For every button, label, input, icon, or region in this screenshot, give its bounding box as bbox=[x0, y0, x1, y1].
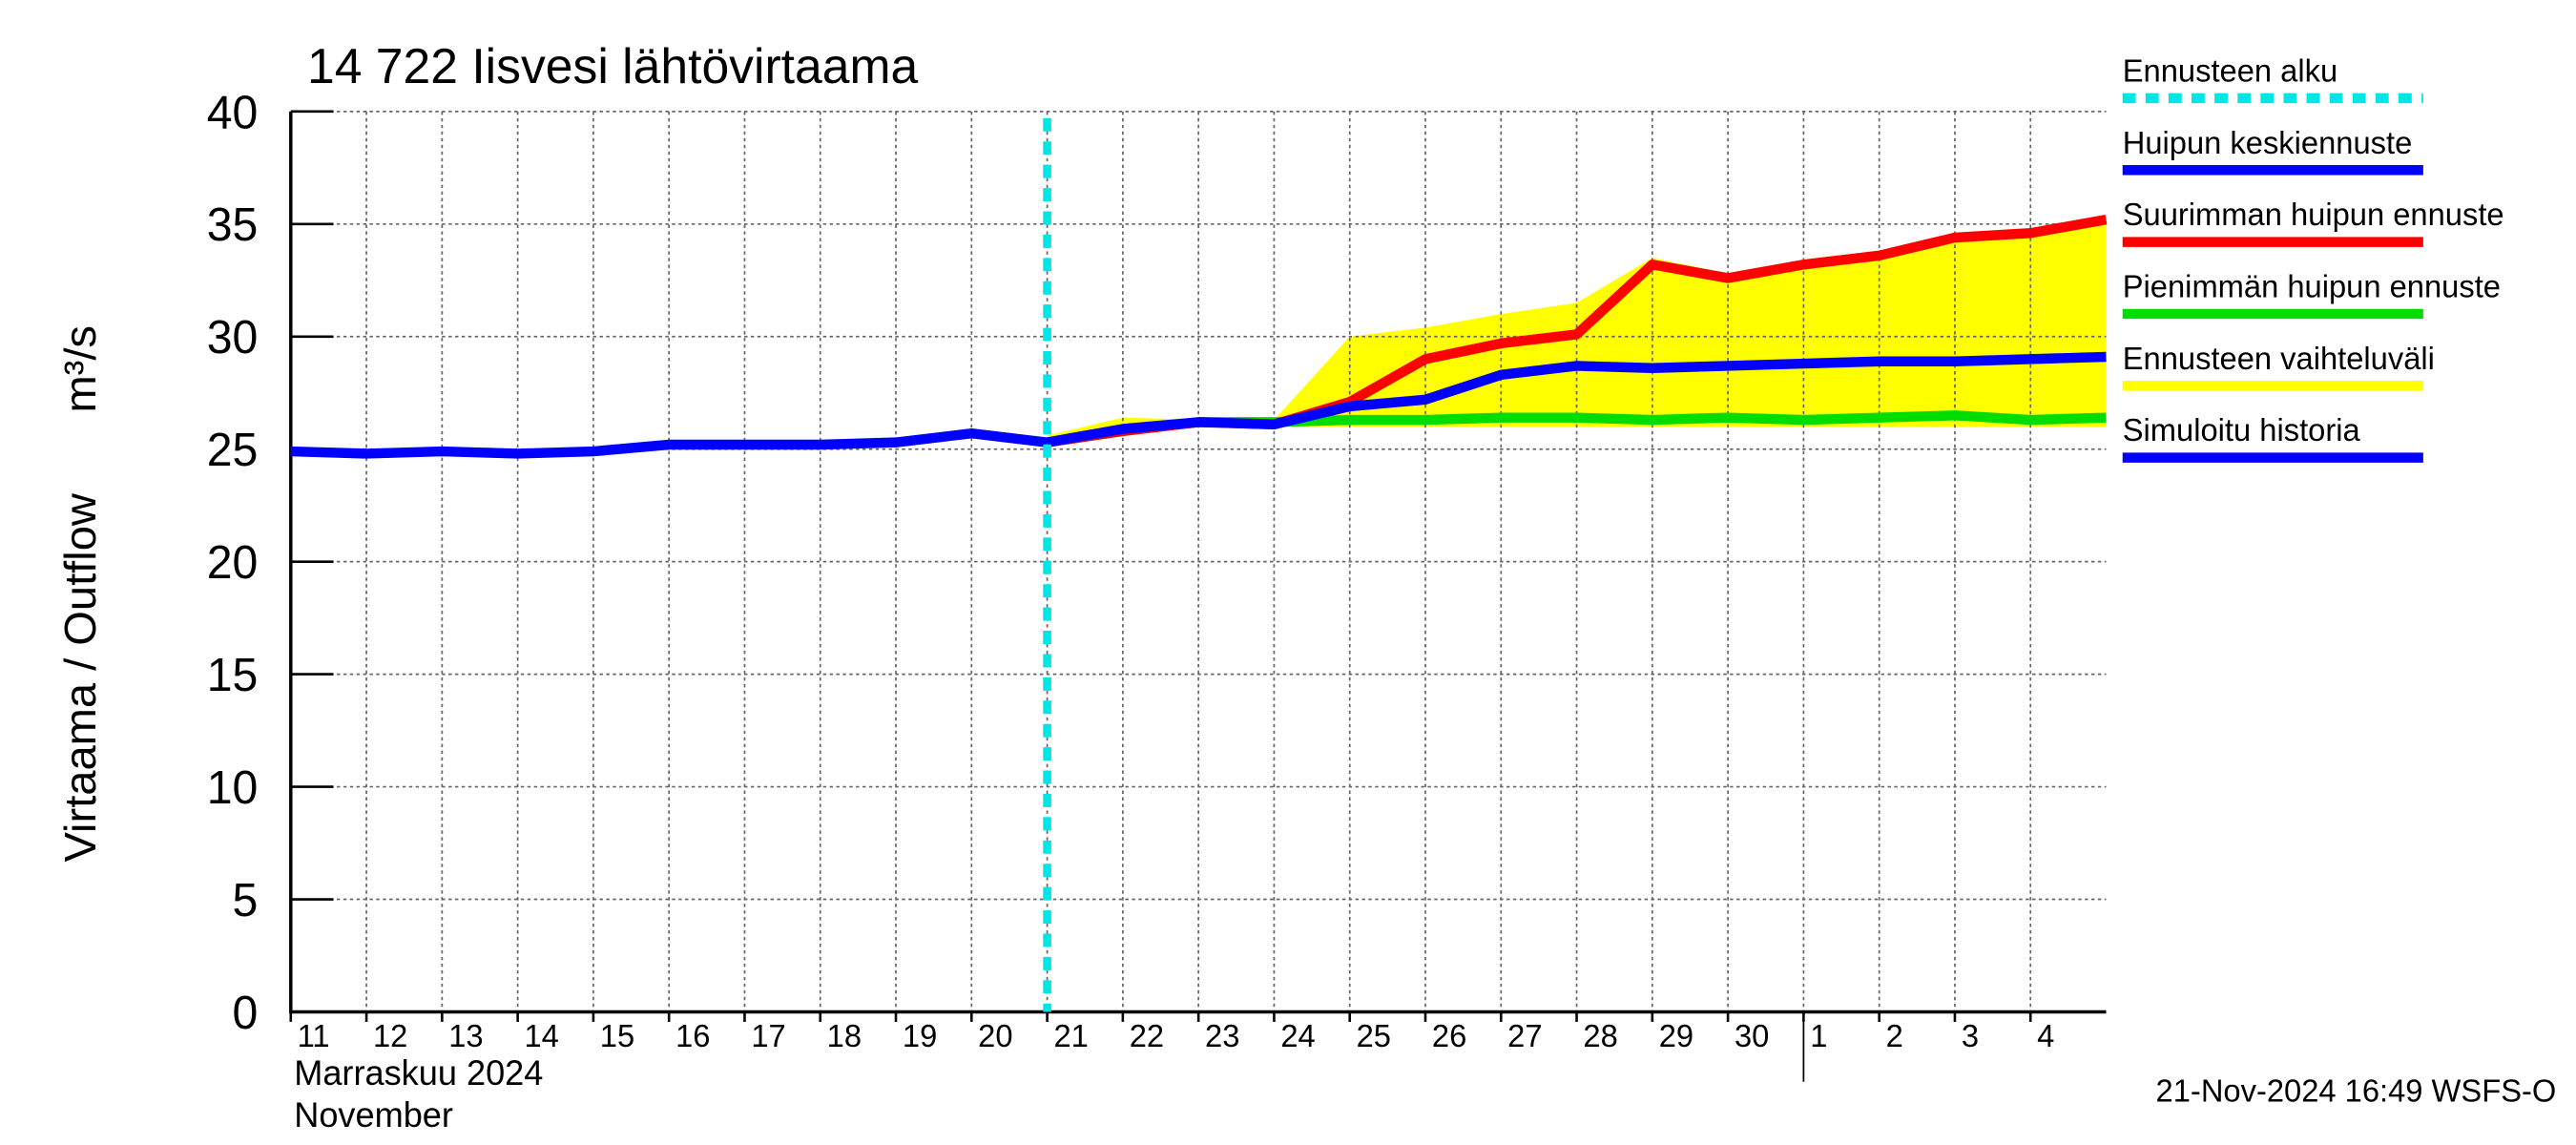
legend-label: Huipun keskiennuste bbox=[2123, 125, 2413, 160]
x-tick-label: 27 bbox=[1507, 1018, 1542, 1053]
x-tick-label: 1 bbox=[1810, 1018, 1827, 1053]
y-tick-label: 35 bbox=[207, 199, 259, 251]
x-axis-label-fi: Marraskuu 2024 bbox=[294, 1053, 543, 1093]
x-tick-label: 3 bbox=[1962, 1018, 1979, 1053]
y-axis-label: Virtaama / Outflow bbox=[55, 493, 105, 863]
x-tick-label: 16 bbox=[675, 1018, 710, 1053]
y-tick-label: 40 bbox=[207, 87, 259, 138]
x-tick-label: 19 bbox=[903, 1018, 937, 1053]
y-tick-label: 25 bbox=[207, 425, 259, 476]
y-tick-label: 0 bbox=[233, 988, 259, 1039]
x-tick-label: 21 bbox=[1053, 1018, 1088, 1053]
y-tick-label: 20 bbox=[207, 537, 259, 589]
y-tick-label: 5 bbox=[233, 875, 259, 926]
x-tick-label: 13 bbox=[448, 1018, 483, 1053]
x-tick-label: 30 bbox=[1735, 1018, 1769, 1053]
x-tick-label: 12 bbox=[373, 1018, 407, 1053]
x-tick-label: 28 bbox=[1583, 1018, 1617, 1053]
y-tick-label: 15 bbox=[207, 650, 259, 701]
x-tick-label: 26 bbox=[1432, 1018, 1466, 1053]
x-tick-label: 15 bbox=[600, 1018, 634, 1053]
legend-label: Pienimmän huipun ennuste bbox=[2123, 268, 2501, 303]
x-tick-label: 22 bbox=[1130, 1018, 1164, 1053]
plot-frame bbox=[289, 111, 2107, 1014]
x-tick-label: 18 bbox=[827, 1018, 862, 1053]
x-axis-label-en: November bbox=[294, 1095, 453, 1135]
series-line bbox=[1046, 351, 2107, 448]
x-tick-label: 17 bbox=[751, 1018, 785, 1053]
legend-label: Ennusteen alku bbox=[2123, 52, 2337, 88]
x-tick-label: 29 bbox=[1659, 1018, 1693, 1053]
x-tick-label: 4 bbox=[2037, 1018, 2054, 1053]
legend-label: Simuloitu historia bbox=[2123, 412, 2361, 448]
footer: 21-Nov-2024 16:49 WSFS-O bbox=[2156, 1072, 2557, 1108]
legend-label: Ennusteen vaihteluväli bbox=[2123, 341, 2435, 376]
chart-title: 14 722 Iisvesi lähtövirtaama bbox=[307, 39, 918, 94]
x-tick-label: 23 bbox=[1205, 1018, 1239, 1053]
series-line bbox=[290, 427, 1049, 459]
x-tick-label: 24 bbox=[1280, 1018, 1315, 1053]
y-tick-label: 30 bbox=[207, 312, 259, 364]
x-tick-label: 20 bbox=[978, 1018, 1012, 1053]
x-tick-label: 2 bbox=[1886, 1018, 1903, 1053]
x-tick-label: 25 bbox=[1357, 1018, 1391, 1053]
y-tick-label: 10 bbox=[207, 762, 259, 814]
legend-label: Suurimman huipun ennuste bbox=[2123, 197, 2504, 232]
x-tick-label: 14 bbox=[525, 1018, 559, 1053]
y-axis-unit: m³/s bbox=[55, 325, 105, 413]
x-tick-label: 11 bbox=[298, 1018, 330, 1053]
